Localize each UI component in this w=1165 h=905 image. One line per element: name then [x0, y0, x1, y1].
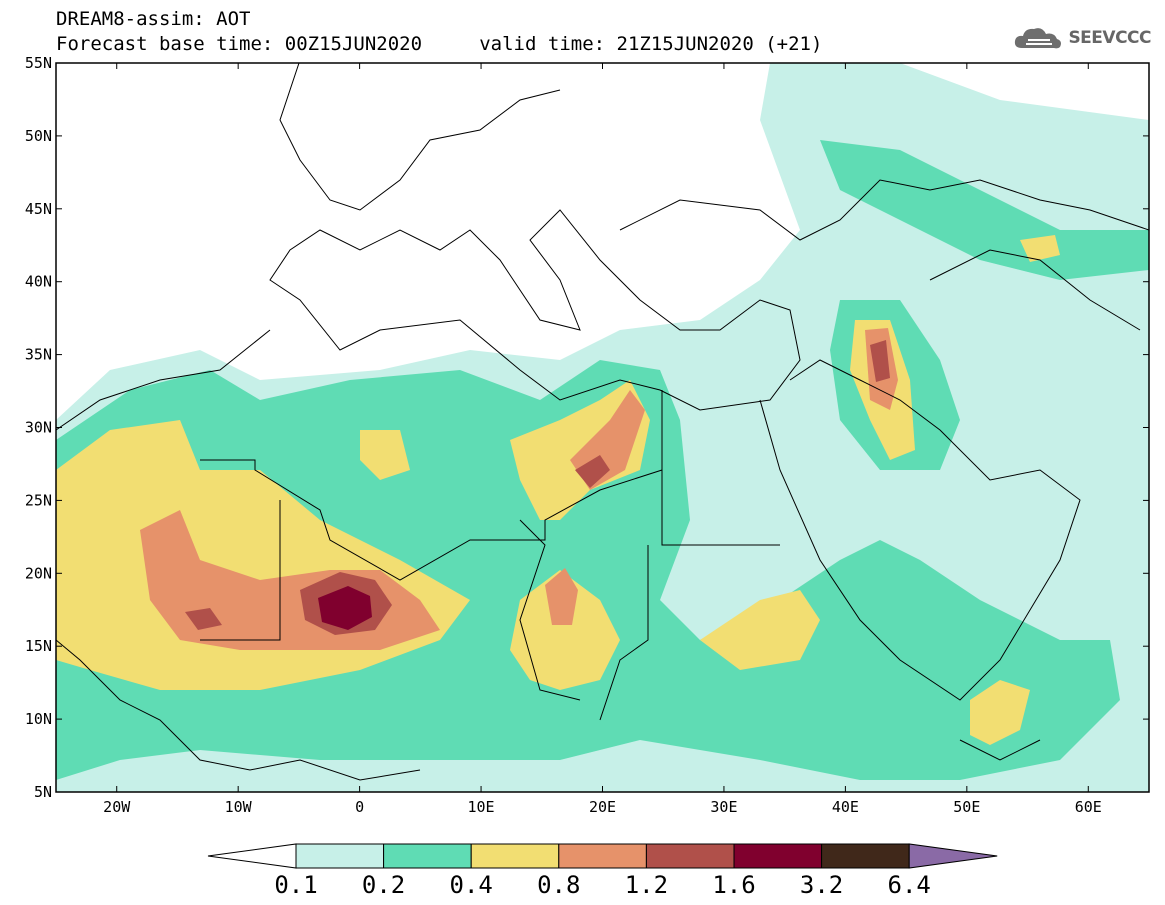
- lon-label: 20E: [589, 798, 616, 816]
- colorbar-segment: [383, 843, 472, 869]
- lat-label: 40N: [25, 273, 52, 291]
- coastlines: [56, 63, 1149, 781]
- colorbar: [207, 843, 998, 869]
- colorbar-segment: [558, 843, 647, 869]
- lat-label: 30N: [25, 419, 52, 437]
- lat-label: 25N: [25, 491, 52, 509]
- lat-label: 35N: [25, 346, 52, 364]
- colorbar-low-arrow: [207, 843, 297, 869]
- lon-label: 30E: [710, 798, 737, 816]
- colorbar-label: 3.2: [800, 871, 843, 899]
- seevccc-logo: SEEVCCC: [1012, 24, 1151, 52]
- colorbar-label: 6.4: [888, 871, 931, 899]
- cloud-icon: [1015, 28, 1062, 49]
- colorbar-segment: [645, 843, 735, 869]
- lat-labels: 55N 50N 45N 40N 35N 30N 25N 20N 15N 10N 5N: [25, 54, 52, 801]
- lat-label: 5N: [34, 783, 52, 801]
- colorbar-label: 0.8: [537, 871, 580, 899]
- lon-label: 20W: [103, 798, 131, 816]
- lat-label: 50N: [25, 127, 52, 145]
- colorbar-high-arrow: [908, 843, 998, 869]
- lat-label: 20N: [25, 564, 52, 582]
- title-line-2: Forecast base time: 00Z15JUN2020 valid t…: [56, 33, 823, 55]
- lat-label: 45N: [25, 200, 52, 218]
- colorbar-label: 0.1: [274, 871, 317, 899]
- colorbar-segment: [821, 843, 910, 869]
- aot-band-1.6: [318, 586, 372, 630]
- title-line-1: DREAM8-assim: AOT: [56, 8, 251, 30]
- colorbar-label: 0.4: [450, 871, 493, 899]
- lon-label: 60E: [1075, 798, 1102, 816]
- lon-label: 50E: [953, 798, 980, 816]
- lat-label: 15N: [25, 637, 52, 655]
- colorbar-labels: 0.1 0.2 0.4 0.8 1.2 1.6 3.2 6.4: [274, 871, 931, 899]
- logo-text: SEEVCCC: [1068, 28, 1151, 48]
- lat-label: 10N: [25, 710, 52, 728]
- lon-label: 10E: [468, 798, 495, 816]
- colorbar-label: 1.2: [625, 871, 668, 899]
- lat-label: 55N: [25, 54, 52, 72]
- lon-label: 10W: [225, 798, 253, 816]
- colorbar-segment: [295, 843, 385, 869]
- colorbar-label: 1.6: [712, 871, 755, 899]
- lon-labels: 20W 10W 0 10E 20E 30E 40E 50E 60E: [103, 798, 1102, 816]
- lon-label: 0: [355, 798, 364, 816]
- colorbar-segment: [733, 843, 823, 869]
- aot-field: [56, 63, 1149, 792]
- colorbar-label: 0.2: [362, 871, 405, 899]
- axis-ticks: [56, 62, 1149, 793]
- lon-label: 40E: [832, 798, 859, 816]
- colorbar-segment: [470, 843, 560, 869]
